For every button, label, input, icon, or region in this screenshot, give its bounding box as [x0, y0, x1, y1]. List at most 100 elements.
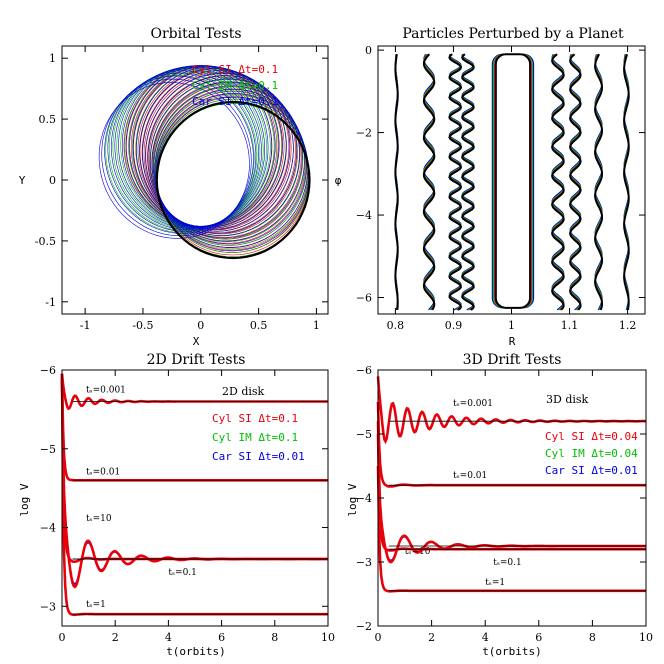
disk-label: 2D disk: [222, 385, 265, 398]
y-axis-label: φ: [335, 174, 342, 187]
streamline: [569, 53, 582, 311]
legend-entry-car-si: Car SI Δt=0.01: [212, 450, 305, 463]
y-tick-label: −6: [356, 364, 372, 377]
x-tick-label: 10: [639, 631, 653, 644]
y-tick-label: 0.5: [39, 113, 57, 126]
drift-curve: [61, 373, 328, 616]
horseshoe-orbit: [494, 53, 532, 309]
x-tick-label: 6: [218, 631, 225, 644]
y-tick-label: −4: [356, 492, 372, 505]
orbit-line: [155, 100, 311, 260]
ts-annotation: tₛ=0.01: [453, 471, 487, 481]
legend-entry-cyl-im: Cyl IM Δt=0.04: [545, 447, 638, 460]
legend-entry-cyl-si: Cyl SI Δt=0.1: [212, 412, 298, 425]
x-axis-label: X: [193, 335, 200, 348]
x-tick-label: 1.2: [619, 319, 637, 332]
ts-annotation: tₛ=0.1: [493, 558, 522, 568]
plot-frame: [377, 45, 646, 315]
streamline: [551, 53, 565, 311]
y-tick-label: 0: [49, 174, 56, 187]
ts-annotation: tₛ=0.1: [168, 568, 197, 578]
panel-title: 2D Drift Tests: [147, 352, 246, 368]
x-tick-label: 10: [321, 631, 335, 644]
panel-title: Orbital Tests: [150, 26, 241, 42]
streamline: [623, 53, 630, 311]
streamline: [569, 53, 582, 311]
x-tick-label: 2: [112, 631, 119, 644]
panel-title: Particles Perturbed by a Planet: [402, 26, 624, 42]
x-axis-label: t(orbits): [482, 645, 542, 658]
x-tick-label: 0.5: [250, 319, 268, 332]
streamline: [594, 53, 603, 311]
ts-annotation: tₛ=0.001: [86, 386, 126, 396]
y-tick-label: −6: [356, 292, 372, 305]
panel-2d-drift-tests: 2D Drift Tests tₛ=0.001tₛ=0.01tₛ=10tₛ=0.…: [18, 352, 335, 658]
ts-annotation: tₛ=10: [86, 514, 112, 524]
streamline: [594, 53, 603, 311]
y-tick-label: −5: [356, 428, 372, 441]
x-tick-label: 0: [59, 631, 66, 644]
x-tick-label: 0.9: [445, 319, 463, 332]
y-axis-label: Y: [19, 174, 26, 187]
legend-entry-car-si: Car SI Δt=0.01: [545, 464, 638, 477]
plot-frame: [377, 369, 647, 627]
drift-curve: [61, 373, 328, 616]
panel-orbital-tests: Orbital Tests -1 -0.5 0 0.5 1 -1 -0.5 0 0.5 1 X Y…: [19, 26, 329, 348]
legend-entry-cyl-si: Cyl SI Δt=0.1: [192, 63, 278, 76]
y-axis-label: log V: [346, 483, 359, 516]
disk-label: 3D disk: [546, 393, 589, 406]
panel-perturbed-particles: Particles Perturbed by a Planet 0.8 0.9 1 1…: [335, 26, 646, 348]
panel-title: 3D Drift Tests: [463, 352, 562, 368]
x-tick-label: 1: [313, 319, 320, 332]
y-tick-label: −6: [40, 364, 56, 377]
x-tick-label: 2: [428, 631, 435, 644]
ts-annotation: tₛ=0.001: [453, 399, 493, 409]
ts-annotation: tₛ=1: [86, 600, 106, 610]
horseshoe-orbit: [492, 53, 533, 309]
y-tick-label: −3: [356, 556, 372, 569]
streamline: [394, 54, 399, 311]
drift-curve: [60, 373, 328, 617]
streamline: [422, 53, 436, 311]
x-tick-label: 0: [375, 631, 382, 644]
ts-annotation: tₛ=1: [485, 578, 505, 588]
plot-frame: [61, 369, 329, 627]
ts-annotation: tₛ=10: [405, 547, 431, 557]
x-tick-label: 4: [482, 631, 489, 644]
y-tick-label: -0.5: [35, 235, 56, 248]
orbit-line: [98, 82, 250, 239]
streamline: [461, 53, 475, 311]
y-tick-label: 0: [365, 44, 372, 57]
x-tick-label: 4: [165, 631, 172, 644]
x-axis-label: R: [509, 335, 516, 348]
y-tick-label: 1: [49, 52, 56, 65]
streamline: [594, 53, 603, 311]
x-tick-label: 8: [271, 631, 278, 644]
y-tick-label: −2: [356, 620, 372, 633]
y-tick-label: −3: [40, 600, 56, 613]
legend-entry-car-si: Car SI Δt=0.1: [192, 95, 278, 108]
y-tick-label: −4: [356, 209, 372, 222]
x-tick-label: -0.5: [132, 319, 153, 332]
x-tick-label: 0.8: [387, 319, 405, 332]
legend-entry-cyl-im: Cyl IM Δt=0.1: [192, 79, 278, 92]
x-tick-label: 0: [197, 319, 204, 332]
drift-curve: [61, 373, 328, 585]
legend-entry-cyl-si: Cyl SI Δt=0.04: [545, 430, 638, 443]
streamline: [569, 53, 582, 311]
orbit-line: [156, 102, 310, 258]
streamline: [551, 53, 565, 311]
x-tick-label: 6: [535, 631, 542, 644]
y-axis-label: log V: [18, 483, 31, 516]
y-tick-label: −2: [356, 127, 372, 140]
panel-3d-drift-tests: 3D Drift Tests tₛ=0.001tₛ=0.01tₛ=10tₛ=0.…: [346, 352, 653, 658]
x-tick-label: 1: [508, 319, 515, 332]
ts-annotation: tₛ=0.01: [86, 467, 120, 477]
x-tick-label: -1: [80, 319, 91, 332]
streamline: [551, 53, 565, 311]
x-tick-label: 1.1: [561, 319, 579, 332]
x-tick-label: 8: [589, 631, 596, 644]
y-tick-label: −4: [40, 522, 56, 535]
y-tick-label: −5: [40, 443, 56, 456]
